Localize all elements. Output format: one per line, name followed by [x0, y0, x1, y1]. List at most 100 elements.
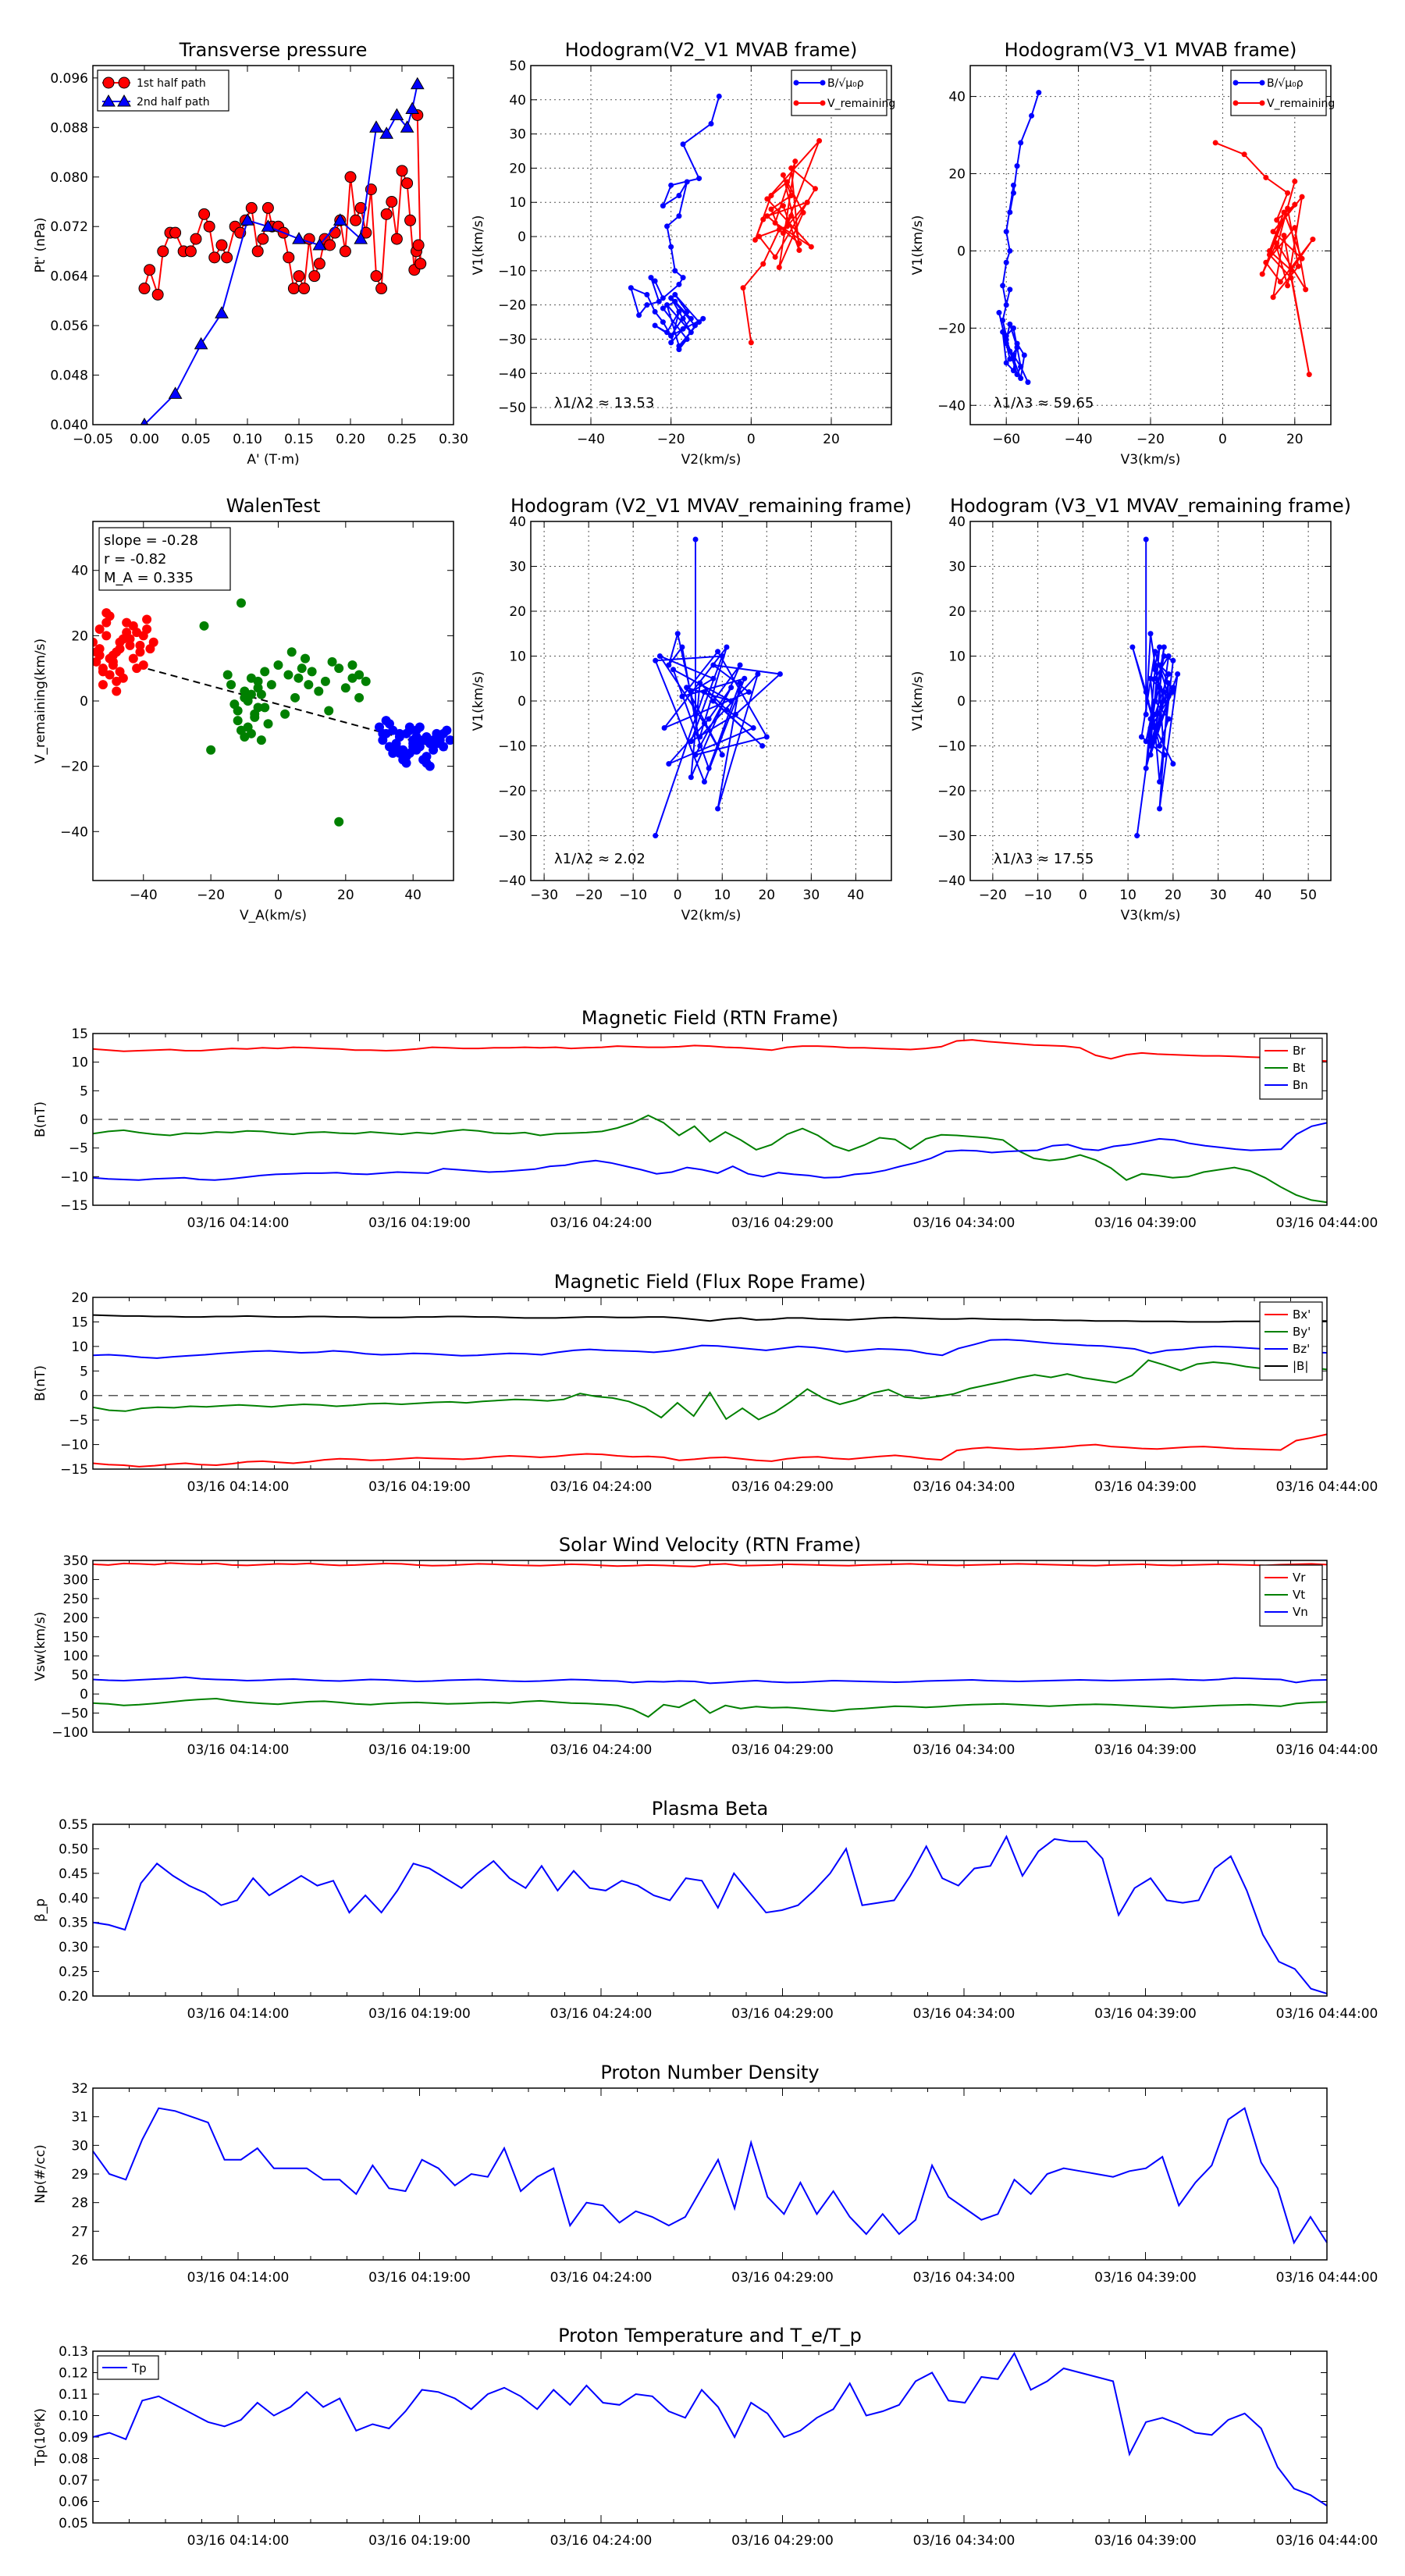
x-tick-label: 03/16 04:34:00	[913, 2006, 1016, 2022]
series-v-remaining-point	[776, 226, 782, 233]
y-tick-label: 10	[509, 195, 526, 211]
series-b--point	[996, 310, 1002, 316]
series-blue-point	[710, 698, 717, 704]
series-blue-point	[1165, 671, 1172, 677]
series-v-remaining-point	[1292, 201, 1298, 208]
series-b--point	[1003, 360, 1009, 366]
plot-frame	[530, 65, 892, 425]
series-blue-point	[653, 833, 659, 838]
series-blue-point	[692, 536, 699, 543]
x-tick-label: 03/16 04:44:00	[1276, 1742, 1378, 1758]
series-red-point	[94, 624, 105, 634]
series-bt-line	[92, 1114, 1328, 1204]
y-axis-label: Vsw(km/s)	[33, 1612, 48, 1681]
series-1st-half-path-point	[283, 251, 295, 264]
series-1st-half-path-point	[245, 201, 258, 214]
legend-marker	[1232, 80, 1239, 86]
fit-line	[136, 665, 447, 751]
series-green-point	[246, 673, 256, 683]
y-tick-label: 30	[948, 560, 966, 575]
series-green-point	[222, 670, 233, 680]
series-green-point	[233, 716, 243, 726]
legend-marker	[1259, 100, 1265, 106]
series-b--point	[676, 343, 682, 349]
series-b--point	[652, 322, 658, 329]
series-v-remaining-point	[1285, 283, 1291, 289]
legend-marker	[117, 94, 131, 107]
legend-text: slope = -0.28	[104, 532, 198, 549]
series-beta-line	[92, 1834, 1328, 1994]
series-red-point	[135, 640, 145, 650]
series-b--point	[1003, 229, 1009, 235]
y-tick-label: −50	[498, 400, 526, 416]
series-blue-point	[1152, 649, 1158, 655]
series-b--point	[1018, 375, 1024, 382]
series-green-point	[226, 680, 237, 690]
series-blue-point	[1161, 689, 1167, 695]
series-blue-point	[1147, 631, 1154, 637]
series-vr-line	[92, 1562, 1328, 1567]
legend-text: Bn	[1293, 1078, 1308, 1092]
y-tick-label: 10	[71, 1055, 88, 1071]
series-1st-half-path-point	[208, 251, 221, 264]
series-b--point	[1000, 283, 1006, 289]
series-v-remaining-point	[1277, 279, 1283, 285]
series-blue-point	[1161, 644, 1167, 650]
chart-title: Proton Temperature and T_e/T_p	[558, 2325, 862, 2347]
y-tick-label: 0.05	[59, 2516, 88, 2532]
series-b--point	[660, 305, 666, 311]
series-v-remaining-point	[1281, 209, 1287, 215]
y-axis-label: B(nT)	[33, 1365, 48, 1401]
series-blue-point	[1143, 536, 1149, 543]
legend-box	[791, 69, 887, 116]
series-bn-line	[92, 1122, 1328, 1181]
series-v-remaining-point	[780, 230, 786, 237]
series-green-point	[283, 670, 293, 680]
series-blue-point	[422, 752, 432, 762]
series-green-point	[324, 706, 334, 716]
x-tick-label: 03/16 04:14:00	[187, 2533, 290, 2549]
series-blue-point	[745, 689, 752, 695]
series-1st-half-path-point	[298, 283, 311, 295]
chart-title: WalenTest	[226, 495, 321, 517]
series-b--point	[696, 319, 702, 326]
x-tick-label: 03/16 04:34:00	[913, 2270, 1016, 2286]
y-tick-label: 27	[71, 2224, 88, 2240]
series-green-point	[260, 703, 270, 713]
series-v-remaining-point	[788, 213, 795, 219]
series-1st-half-path-point	[412, 239, 425, 251]
series-blue-point	[724, 644, 730, 650]
y-tick-label: 0.072	[50, 219, 88, 235]
series-blue-point	[429, 738, 439, 749]
series-b--point	[1010, 356, 1016, 362]
series-blue-point	[1152, 698, 1158, 704]
chart-12: Proton Temperature and T_e/T_p 0.05 0.06 0.…	[33, 2325, 1378, 2549]
y-tick-label: 0.07	[59, 2473, 88, 2489]
y-tick-label: −10	[937, 739, 966, 755]
series-1st-half-path-point	[221, 251, 233, 264]
series-b--point	[648, 275, 654, 281]
y-tick-label: 40	[948, 514, 966, 530]
series-b--point	[1007, 348, 1013, 354]
x-tick-label: 30	[1210, 888, 1227, 903]
legend-text: Vr	[1293, 1571, 1306, 1585]
y-tick-label: −40	[498, 873, 526, 889]
series-1st-half-path-point	[198, 208, 211, 220]
x-tick-label: −20	[197, 888, 225, 903]
x-tick-label: 03/16 04:14:00	[187, 2270, 290, 2286]
series-blue-point	[763, 734, 770, 740]
series-b--point	[684, 336, 690, 342]
series-blue-point	[1157, 685, 1163, 691]
series-red-point	[98, 667, 108, 677]
series-2nd-half-path-point	[410, 76, 425, 90]
series-green-point	[320, 676, 330, 686]
legend-text: B/√μ₀ρ	[827, 77, 864, 90]
x-axis-label: V3(km/s)	[1121, 908, 1181, 923]
x-tick-label: 0.05	[181, 432, 211, 447]
x-tick-label: 03/16 04:24:00	[550, 2270, 653, 2286]
series-green-point	[334, 664, 344, 674]
series-1st-half-path-point	[396, 165, 408, 177]
series-b--point	[656, 298, 662, 304]
y-tick-label: 0.25	[59, 1965, 88, 1980]
y-tick-label: 50	[509, 59, 526, 74]
